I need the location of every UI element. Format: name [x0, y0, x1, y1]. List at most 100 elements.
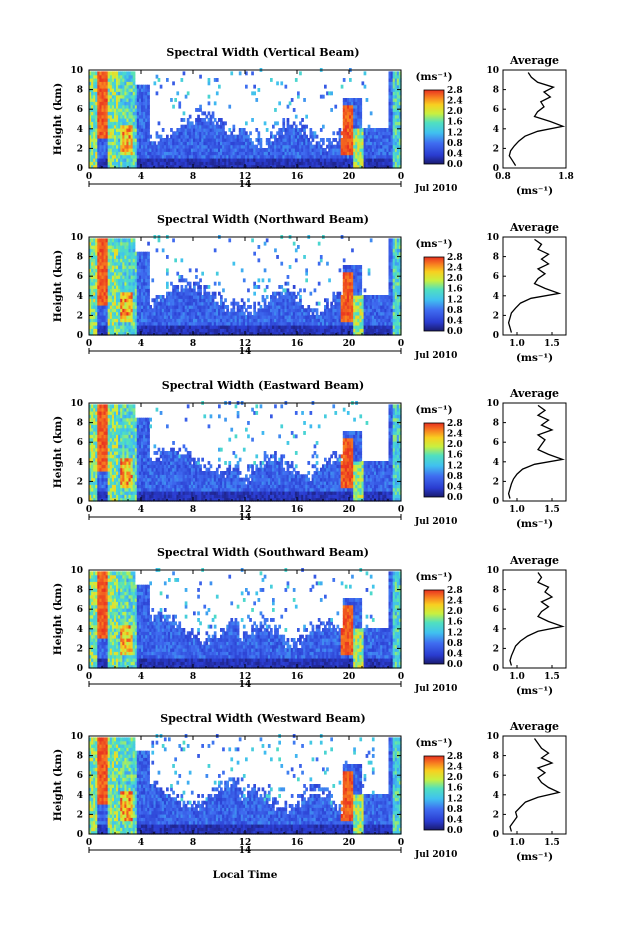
heatmap-cell	[253, 252, 256, 256]
heatmap-cell	[214, 292, 217, 296]
heatmap-cell	[295, 78, 298, 82]
avg-unit-label: (ms⁻¹)	[516, 185, 553, 197]
heatmap-cell	[251, 141, 254, 145]
heatmap-cell	[282, 118, 285, 122]
heatmap-cell	[253, 85, 256, 89]
heatmap-cell	[328, 278, 331, 282]
heatmap-cell	[247, 298, 250, 302]
heatmap-cell	[253, 292, 256, 296]
heatmap-cell	[280, 262, 283, 266]
heatmap-cell	[318, 242, 321, 246]
heatmap-cell	[359, 288, 362, 292]
heatmap-cell	[216, 78, 219, 82]
heatmap-cell	[359, 98, 362, 102]
heatmap-cell	[280, 81, 283, 85]
heatmap-cell	[172, 105, 175, 109]
heatmap-cell	[189, 282, 192, 286]
colorbar-tick-label: 0.4	[447, 149, 463, 159]
heatmap-cell	[214, 248, 217, 252]
avg-y-tick-label: 4	[493, 125, 499, 135]
average-title: Average	[509, 54, 559, 67]
heatmap-cell	[264, 288, 267, 292]
heatmap-cell	[208, 81, 211, 85]
heatmap-cell	[351, 248, 354, 252]
heatmap-cell	[366, 98, 369, 102]
heatmap-cell	[258, 88, 261, 92]
heatmap-cell	[305, 125, 308, 129]
heatmap-cell	[266, 285, 269, 289]
heatmap-cell	[183, 71, 186, 75]
x-tick-label: 0	[398, 172, 404, 182]
average-frame	[503, 70, 566, 168]
heatmap-cell	[322, 138, 325, 142]
heatmap-cell	[224, 131, 227, 135]
y-tick-label: 4	[77, 125, 83, 135]
heatmap-cell	[222, 288, 225, 292]
heatmap-cell	[233, 125, 236, 129]
heatmap-cells	[89, 235, 402, 336]
heatmap-cell	[339, 268, 342, 272]
heatmap-cell	[341, 85, 344, 89]
heatmap-cell	[364, 85, 367, 89]
x-tick-label: 16	[291, 172, 304, 182]
heatmap-cell	[181, 258, 184, 262]
heatmap-cell	[274, 108, 277, 112]
heatmap-cell	[233, 262, 236, 266]
y-tick-label: 0	[77, 164, 83, 174]
heatmap-cell	[320, 255, 323, 259]
heatmap-cell	[270, 78, 273, 82]
heatmap-cell	[214, 118, 217, 122]
heatmap-cell	[247, 288, 250, 292]
heatmap-cell	[359, 278, 362, 282]
heatmap-cell	[230, 71, 233, 75]
x-tick-label: 20	[343, 172, 356, 182]
heatmap-cell	[270, 131, 273, 135]
heatmap-cell	[359, 268, 362, 272]
avg-x-tick-label: 0.8	[495, 172, 511, 182]
heatmap-cell	[243, 302, 246, 306]
heatmap-cell	[212, 111, 215, 115]
heatmap-cell	[220, 118, 223, 122]
heatmap-cell	[276, 121, 279, 125]
heatmap-cell	[199, 278, 202, 282]
heatmap-cell	[147, 85, 150, 89]
heatmap-cell	[359, 101, 362, 105]
heatmap-cell	[183, 111, 186, 115]
heatmap-cell	[299, 288, 302, 292]
colorbar-tick-label: 2.8	[447, 86, 463, 96]
heatmap-cell	[280, 285, 283, 289]
colorbar-tick-label: 2.0	[447, 107, 463, 117]
heatmap-cell	[187, 91, 190, 95]
heatmap-cell	[224, 298, 227, 302]
heatmap-cell	[178, 101, 181, 105]
avg-y-tick-label: 10	[486, 66, 499, 76]
heatmap-cell	[303, 288, 306, 292]
heatmap-cell	[305, 278, 308, 282]
heatmap-cell	[133, 71, 136, 75]
heatmap-cell	[189, 115, 192, 119]
heatmap-cell	[147, 288, 150, 292]
colorbar-unit: (ms⁻¹)	[415, 71, 452, 83]
heatmap-cell	[199, 285, 202, 289]
heatmap-cell	[295, 258, 298, 262]
heatmap-cells	[89, 68, 402, 169]
heatmap-cell	[147, 278, 150, 282]
heatmap-cell	[334, 105, 337, 109]
heatmap-cell	[208, 101, 211, 105]
heatmap-cell	[287, 118, 290, 122]
heatmap-cell	[359, 111, 362, 115]
heatmap-cell	[251, 118, 254, 122]
colorbar-tick-label: 1.2	[447, 128, 463, 138]
heatmap-cell	[158, 78, 161, 82]
heatmap-cell	[199, 105, 202, 109]
heatmap-cell	[359, 265, 362, 269]
heatmap-cell	[266, 238, 269, 242]
heatmap-cell	[166, 78, 169, 82]
average-line	[509, 73, 563, 166]
heatmap-cell	[245, 121, 248, 125]
x-tick-label: 4	[138, 172, 144, 182]
heatmap-cell	[224, 121, 227, 125]
heatmap-cell	[330, 91, 333, 95]
